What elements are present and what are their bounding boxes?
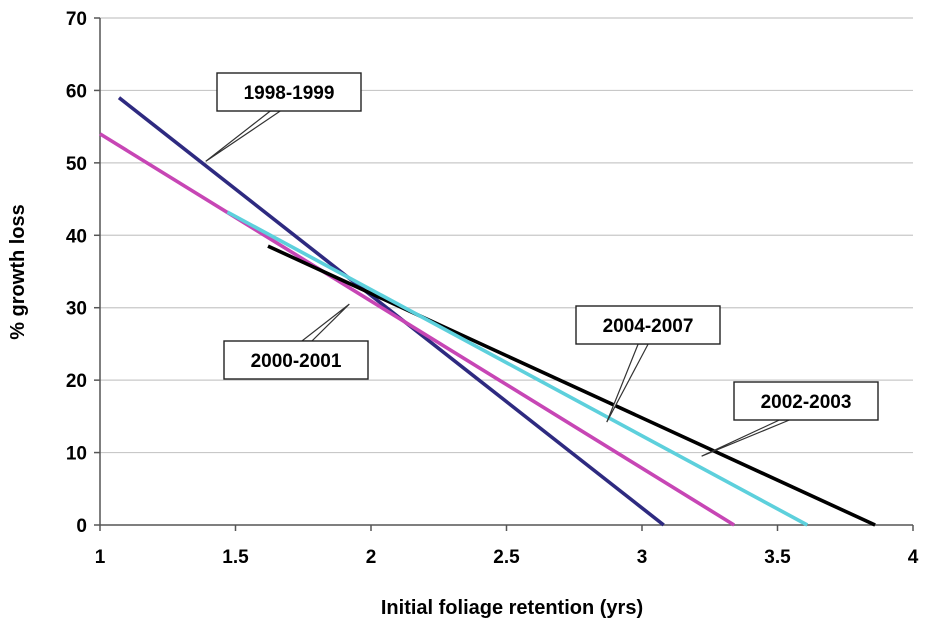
series-lines <box>99 96 876 527</box>
axes <box>94 17 914 531</box>
callout-box <box>733 381 879 421</box>
callout-2002-2003: 2002-2003 <box>701 381 879 457</box>
callout-pointer <box>300 303 350 342</box>
callout-2000-2001: 2000-2001 <box>223 303 369 380</box>
x-tick-label: 2 <box>366 547 377 568</box>
callout-label: 2004-2007 <box>603 316 694 337</box>
callout-box <box>575 305 721 345</box>
x-tick-label: 4 <box>908 547 919 568</box>
series-line-2002-2003 <box>267 244 876 527</box>
x-tick-label: 1 <box>95 547 106 568</box>
x-tick-label: 1.5 <box>222 547 249 568</box>
y-tick-label: 20 <box>66 371 87 392</box>
series-callouts: 1998-1999 2000-2001 2004-2007 2002-2003 <box>205 72 879 457</box>
callout-box <box>216 72 362 112</box>
callout-2004-2007: 2004-2007 <box>575 305 721 423</box>
series-line-1998-1999 <box>117 96 665 527</box>
y-tick-label: 50 <box>66 154 87 175</box>
tick-labels: 0 10 20 30 40 50 60 70 1 1.5 2 2.5 3 3.5 4 <box>66 9 919 568</box>
callout-label: 2000-2001 <box>251 351 342 372</box>
callout-box <box>223 340 369 380</box>
callout-pointer <box>701 419 790 457</box>
y-tick-label: 0 <box>76 516 87 537</box>
x-tick-label: 3.5 <box>764 547 791 568</box>
y-axis-title: % growth loss <box>7 204 29 340</box>
y-tick-label: 70 <box>66 9 87 30</box>
x-axis-title: Initial foliage retention (yrs) <box>381 597 643 619</box>
y-tick-label: 30 <box>66 299 87 320</box>
x-tick-label: 2.5 <box>493 547 520 568</box>
series-line-2004-2007 <box>226 210 809 527</box>
callout-1998-1999: 1998-1999 <box>205 72 362 162</box>
callout-label: 1998-1999 <box>244 83 335 104</box>
callout-label: 2002-2003 <box>761 392 852 413</box>
callout-pointer <box>205 110 283 162</box>
y-tick-label: 40 <box>66 226 87 247</box>
x-tick-label: 3 <box>637 547 648 568</box>
y-tick-label: 60 <box>66 81 87 102</box>
series-line-2000-2001 <box>99 132 736 527</box>
y-tick-label: 10 <box>66 444 87 465</box>
